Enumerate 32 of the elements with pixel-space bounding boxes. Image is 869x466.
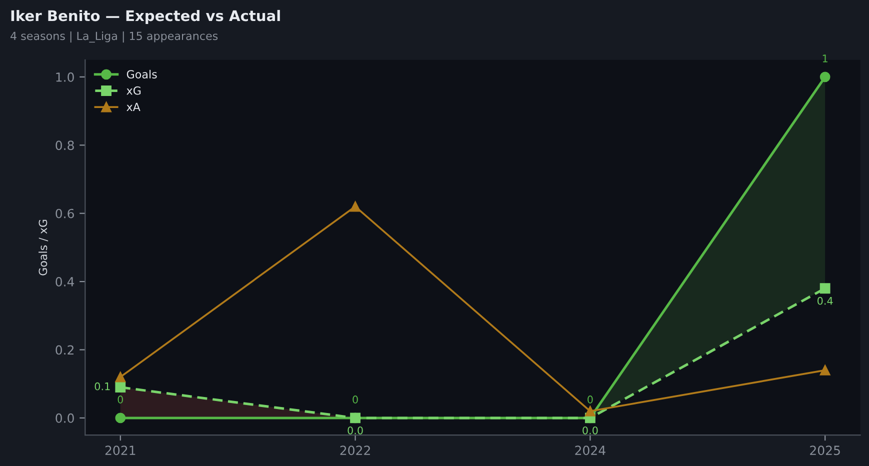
- data-label: 0.0: [348, 426, 363, 434]
- chart-subtitle: 4 seasons | La_Liga | 15 appearances: [10, 31, 218, 43]
- x-tick-label: 2024: [575, 446, 606, 456]
- point: [820, 365, 830, 376]
- data-label: 0.1: [94, 382, 110, 390]
- x-tick-label: 2025: [810, 446, 840, 456]
- y-tick-label: 0.6: [56, 208, 74, 218]
- legend-label: xA: [126, 102, 140, 111]
- data-label: 0.0: [582, 426, 598, 434]
- data-label: 0: [588, 396, 593, 404]
- point: [350, 201, 360, 212]
- data-label: 0: [118, 396, 124, 404]
- point: [584, 406, 596, 416]
- data-label: 0: [352, 396, 358, 404]
- y-tick-label: 0.0: [56, 413, 74, 423]
- legend-label: xG: [126, 86, 141, 95]
- point: [115, 382, 126, 392]
- x-tick-label: 2022: [340, 446, 370, 456]
- data-label: 1: [822, 54, 828, 62]
- point: [820, 283, 830, 294]
- y-tick-label: 0.2: [56, 345, 74, 355]
- legend-label: Goals: [126, 70, 157, 78]
- point: [115, 412, 126, 424]
- point: [115, 372, 126, 382]
- chart-title: Iker Benito — Expected vs Actual: [11, 10, 280, 24]
- y-axis-title: Goals / xG: [38, 220, 48, 276]
- y-tick-label: 1.0: [56, 72, 74, 82]
- point: [820, 72, 830, 82]
- y-tick-label: 0.4: [56, 277, 74, 286]
- data-label: 0.4: [817, 296, 833, 305]
- y-tick-label: 0.8: [56, 140, 74, 150]
- x-tick-label: 2021: [105, 446, 136, 456]
